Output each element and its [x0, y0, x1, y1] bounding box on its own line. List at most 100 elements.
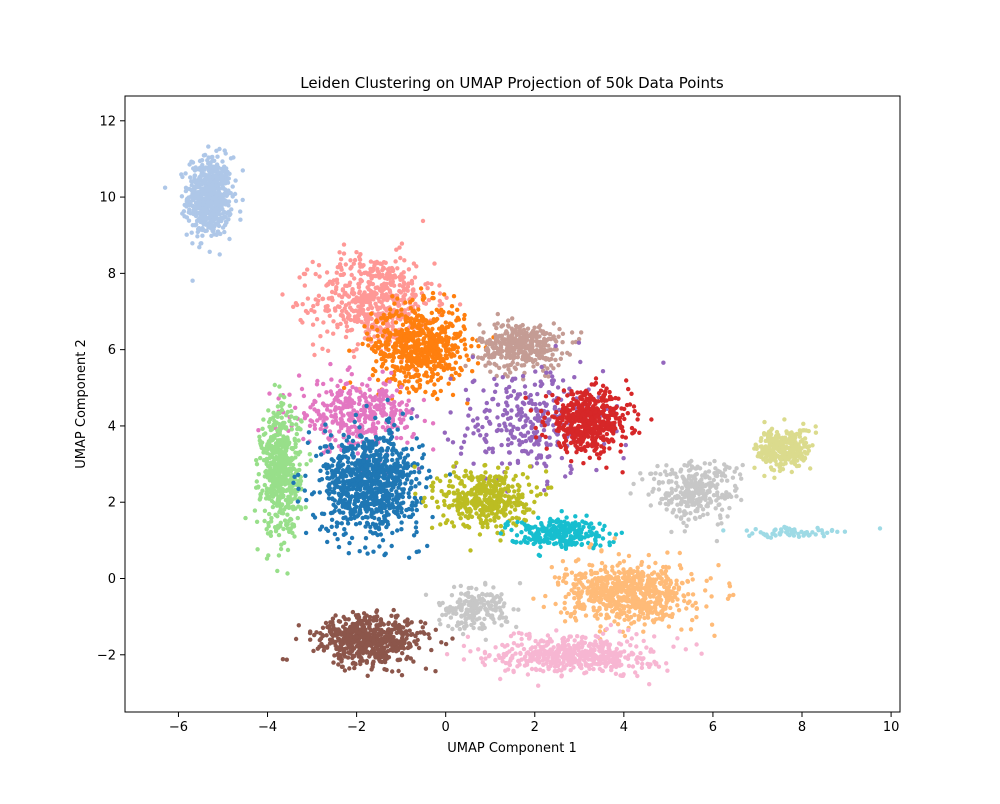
- data-point: [449, 520, 455, 525]
- data-point: [324, 270, 330, 275]
- data-point: [571, 432, 577, 438]
- data-point: [384, 281, 389, 287]
- data-point: [495, 402, 501, 407]
- data-point: [509, 408, 514, 413]
- data-point: [339, 294, 345, 300]
- data-point: [271, 487, 277, 492]
- data-point: [532, 431, 537, 436]
- data-point: [423, 322, 428, 328]
- data-point: [394, 470, 399, 475]
- data-point: [395, 528, 400, 533]
- data-point: [421, 336, 427, 341]
- data-point: [550, 374, 555, 379]
- data-point: [590, 444, 595, 449]
- data-point: [351, 455, 356, 460]
- data-point: [620, 412, 625, 418]
- data-point: [569, 467, 574, 472]
- data-point: [285, 522, 290, 527]
- data-point: [334, 478, 339, 483]
- data-point: [210, 191, 215, 197]
- data-point: [500, 412, 506, 418]
- data-point: [195, 202, 200, 207]
- data-point: [446, 310, 452, 315]
- data-point: [296, 452, 301, 457]
- data-point: [338, 410, 344, 415]
- data-point: [338, 416, 343, 422]
- data-point: [203, 215, 209, 220]
- data-point: [344, 324, 350, 329]
- data-point: [545, 411, 551, 416]
- data-point: [396, 514, 402, 519]
- data-point: [371, 549, 376, 554]
- data-point: [478, 433, 483, 438]
- data-point: [333, 308, 338, 313]
- data-point: [219, 218, 224, 224]
- data-point: [366, 343, 371, 348]
- data-point: [264, 446, 269, 451]
- data-point: [286, 494, 291, 499]
- data-point: [443, 473, 449, 478]
- data-point: [294, 415, 299, 420]
- data-point: [397, 336, 403, 341]
- data-point: [593, 376, 599, 381]
- data-point: [407, 365, 412, 370]
- data-point: [293, 301, 299, 306]
- data-point: [408, 374, 413, 380]
- data-point: [406, 379, 411, 384]
- data-point: [339, 308, 345, 314]
- data-point: [529, 436, 534, 441]
- data-point: [421, 341, 426, 346]
- data-point: [228, 211, 233, 217]
- data-point: [189, 179, 195, 185]
- data-point: [381, 260, 387, 265]
- data-point: [515, 355, 520, 360]
- data-point: [365, 429, 371, 434]
- data-point: [293, 441, 298, 447]
- data-point: [554, 347, 559, 352]
- data-point: [346, 427, 351, 432]
- data-point: [385, 478, 391, 483]
- data-point: [426, 468, 432, 473]
- data-point: [426, 359, 431, 364]
- data-point: [369, 316, 374, 321]
- data-point: [357, 398, 362, 403]
- data-point: [560, 340, 565, 345]
- data-point: [413, 301, 418, 306]
- data-point: [413, 491, 418, 496]
- data-point: [355, 443, 361, 448]
- data-point: [374, 472, 380, 477]
- data-point: [487, 361, 493, 366]
- data-point: [217, 252, 222, 257]
- data-point: [509, 326, 514, 331]
- data-point: [368, 501, 374, 507]
- data-point: [312, 426, 318, 431]
- data-point: [386, 323, 392, 329]
- data-point: [401, 280, 407, 285]
- data-point: [526, 355, 532, 360]
- data-point: [474, 511, 479, 516]
- data-point: [280, 292, 285, 297]
- data-point: [230, 184, 235, 189]
- data-point: [341, 447, 347, 453]
- data-point: [363, 545, 368, 550]
- data-point: [401, 473, 407, 478]
- data-point: [278, 448, 283, 453]
- data-point: [329, 445, 335, 450]
- data-point: [368, 449, 373, 454]
- data-point: [424, 370, 429, 375]
- data-point: [390, 294, 395, 299]
- data-point: [373, 426, 379, 431]
- data-point: [179, 194, 185, 199]
- data-point: [538, 323, 543, 328]
- data-point: [316, 263, 322, 268]
- data-point: [345, 381, 350, 386]
- data-point: [521, 332, 526, 338]
- data-point: [385, 327, 390, 333]
- data-point: [484, 432, 489, 438]
- data-point: [378, 407, 383, 412]
- data-point: [503, 355, 509, 360]
- data-point: [490, 449, 495, 455]
- data-point: [325, 539, 330, 545]
- data-point: [493, 341, 498, 347]
- data-point: [355, 342, 361, 347]
